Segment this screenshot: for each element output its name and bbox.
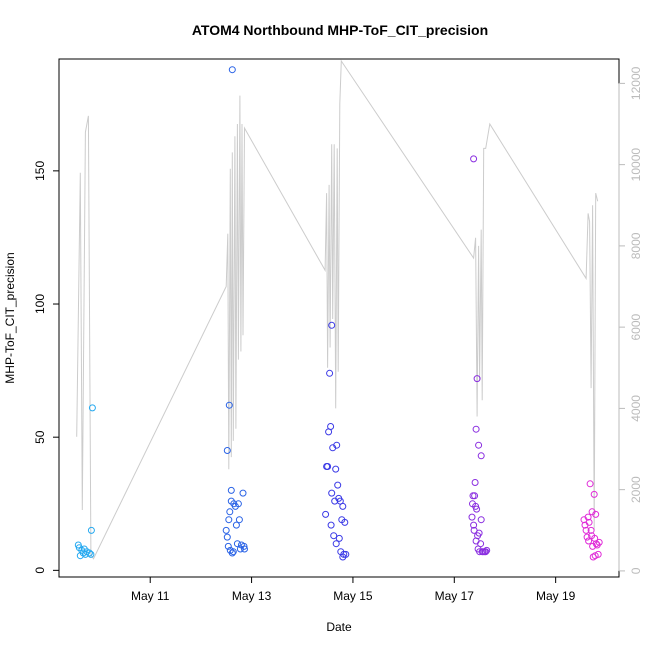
right-y-tick-label: 0 <box>629 567 643 574</box>
data-point <box>473 505 481 513</box>
x-tick-label: May 13 <box>232 589 272 603</box>
y-axis-label: MHP-ToF_CIT_precision <box>3 252 17 383</box>
data-point <box>582 526 590 534</box>
data-point <box>235 516 243 524</box>
data-point <box>85 549 93 557</box>
data-point <box>586 480 594 488</box>
data-point <box>482 548 490 556</box>
right-y-tick-label: 8000 <box>629 232 643 259</box>
data-point <box>328 489 336 497</box>
data-point <box>228 549 236 557</box>
data-point <box>335 534 343 542</box>
data-point <box>228 66 236 74</box>
x-axis-label: Date <box>326 620 352 634</box>
data-point <box>332 540 340 548</box>
data-point <box>584 513 592 521</box>
data-point <box>583 533 591 541</box>
secondary-series-line-layer <box>76 59 599 560</box>
data-point <box>333 441 341 449</box>
y-axis: 0 50 100 150 <box>33 161 60 574</box>
right-y-axis: 0 2000 4000 6000 8000 10000 12000 <box>618 66 643 574</box>
data-points-layer <box>74 66 603 561</box>
data-point <box>471 492 479 500</box>
data-point <box>241 545 248 553</box>
data-point <box>342 550 350 558</box>
data-point <box>585 537 593 545</box>
data-point <box>222 526 230 534</box>
data-point <box>341 518 349 526</box>
data-point <box>322 510 330 518</box>
data-point <box>477 516 485 524</box>
data-point <box>239 489 247 497</box>
data-point <box>88 404 96 412</box>
y-tick-label: 150 <box>33 161 47 181</box>
data-point <box>590 490 598 498</box>
data-point <box>473 375 481 383</box>
secondary-series-line <box>76 59 599 560</box>
data-point <box>334 481 342 489</box>
data-point <box>483 546 491 554</box>
x-tick-label: May 19 <box>536 589 576 603</box>
data-point <box>594 550 602 558</box>
data-point <box>223 447 231 454</box>
data-point <box>470 155 478 163</box>
data-point <box>234 500 242 508</box>
x-tick-label: May 15 <box>333 589 373 603</box>
right-y-tick-label: 12000 <box>629 66 643 100</box>
data-point <box>585 518 593 526</box>
data-point <box>87 526 95 534</box>
data-point <box>587 526 595 534</box>
data-point <box>328 321 336 329</box>
data-point <box>472 425 480 433</box>
x-tick-label: May 11 <box>131 589 170 603</box>
data-point <box>475 441 483 449</box>
data-point <box>475 529 483 537</box>
data-point <box>223 533 231 541</box>
data-point <box>229 548 237 556</box>
x-axis: May 11 May 13 May 15 May 17 May 19 <box>131 576 576 603</box>
data-point <box>232 521 240 529</box>
right-y-tick-label: 2000 <box>629 476 643 503</box>
data-point <box>477 452 485 460</box>
data-point <box>227 486 235 494</box>
x-tick-label: May 17 <box>435 589 475 603</box>
data-point <box>468 513 476 521</box>
y-tick-label: 50 <box>33 430 47 444</box>
y-tick-label: 100 <box>33 294 47 314</box>
data-point <box>592 510 600 518</box>
data-point <box>327 521 335 529</box>
data-point <box>327 423 335 430</box>
data-point <box>326 369 334 377</box>
right-y-tick-label: 10000 <box>629 148 643 182</box>
data-point <box>324 463 332 470</box>
data-point <box>233 540 241 548</box>
data-point <box>225 516 233 524</box>
data-point <box>226 508 234 516</box>
data-point <box>330 532 338 540</box>
data-point <box>340 550 348 558</box>
data-point <box>339 502 347 510</box>
right-y-tick-label: 6000 <box>629 313 643 340</box>
data-point <box>87 550 95 558</box>
y-tick-label: 0 <box>33 567 47 574</box>
data-point <box>225 401 233 409</box>
data-point <box>240 542 248 550</box>
chart-title: ATOM4 Northbound MHP-ToF_CIT_precision <box>192 22 488 38</box>
data-point <box>595 538 603 546</box>
data-point <box>477 540 485 548</box>
data-point <box>332 465 340 473</box>
data-point <box>224 542 232 550</box>
right-y-tick-label: 4000 <box>629 395 643 422</box>
data-point <box>470 521 478 529</box>
data-point <box>471 479 479 486</box>
